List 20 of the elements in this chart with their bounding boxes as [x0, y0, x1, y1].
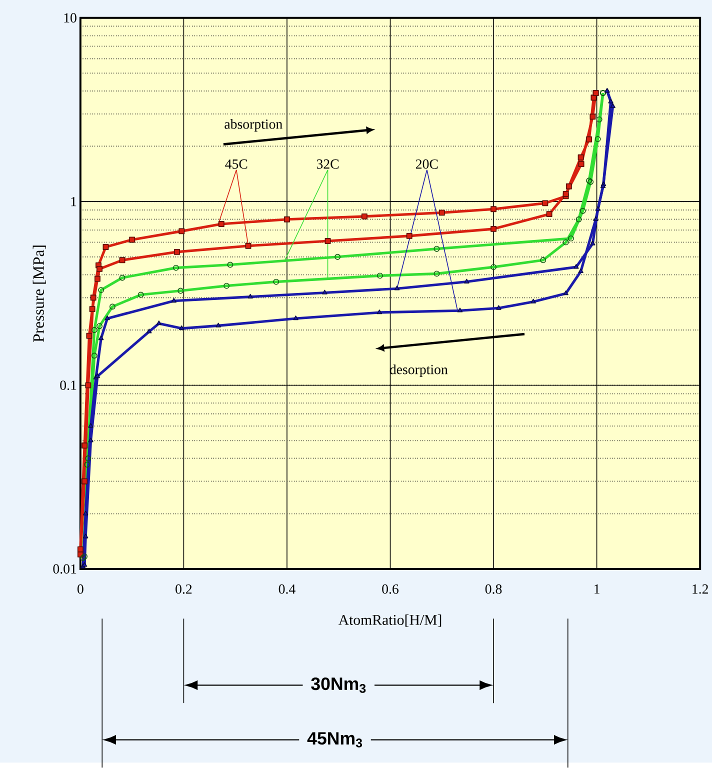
x-tick-label: 0.2	[176, 584, 192, 594]
text: 45Nm$_{3}$	[307, 732, 362, 748]
x-axis-title: AtomRatio[H/M]	[338, 614, 442, 627]
annotation: 45C	[225, 159, 248, 169]
x-tick-label: 1	[594, 584, 600, 594]
x-tick-label: 0.8	[485, 584, 502, 594]
x-tick-label: 0.4	[278, 584, 296, 594]
y-tick-label: 0.1	[60, 380, 76, 390]
y-axis-title: Pressure [MPa]	[32, 246, 46, 342]
x-tick-label: 0	[77, 584, 84, 594]
y-tick-label: 1	[71, 196, 76, 206]
x-tick-label: 0.6	[382, 584, 398, 594]
x-tick-label: 1.2	[692, 584, 708, 594]
annotation: 20C	[416, 159, 438, 169]
text: 30Nm$_{3}$	[311, 677, 366, 693]
annotation: 32C	[316, 159, 339, 169]
annotation: desorption	[390, 364, 448, 378]
y-tick-label: 10	[64, 13, 76, 23]
annotation: absorption	[224, 119, 282, 132]
y-tick-label: 0.01	[53, 564, 76, 574]
